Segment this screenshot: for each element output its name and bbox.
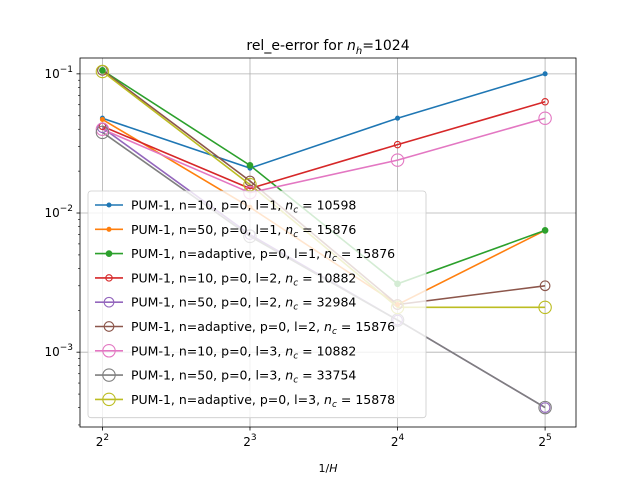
data-point: [99, 116, 105, 123]
legend-swatch-marker: [103, 321, 115, 332]
legend-entry: PUM-1, n=adaptive, p=0, l=2, nc = 15876: [131, 319, 395, 337]
data-point: [394, 115, 401, 121]
title-value: =1024: [362, 38, 409, 54]
x-tick-label: 23: [243, 433, 256, 449]
data-point: [538, 400, 552, 415]
legend-swatch-marker: [102, 344, 116, 358]
data-point: [539, 280, 551, 292]
data-point: [95, 122, 110, 136]
data-point: [390, 153, 405, 167]
series-line: [102, 117, 546, 194]
data-point: [99, 66, 106, 74]
data-point: [538, 300, 552, 315]
legend-entry: PUM-1, n=10, p=0, l=2, nc = 10882: [131, 270, 356, 288]
legend-swatch-marker: [102, 392, 116, 407]
legend-entry: PUM-1, n=50, p=0, l=1, nc = 15876: [131, 222, 356, 240]
legend-entry: PUM-1, n=adaptive, p=0, l=3, nc = 15878: [131, 392, 395, 410]
data-point: [541, 98, 549, 106]
legend-swatch-marker: [103, 296, 115, 308]
plot-frame: [79, 57, 577, 428]
y-tick-label: 10−3: [44, 343, 73, 359]
legend: PUM-1, n=10, p=0, l=1, nc = 10598 PUM-1, …: [87, 190, 427, 419]
legend-box: [87, 190, 427, 419]
legend-swatch-marker: [105, 250, 113, 257]
legend-swatch-marker: [102, 368, 116, 382]
legend-entry: PUM-1, n=50, p=0, l=3, nc = 33754: [131, 368, 356, 386]
data-point: [246, 162, 254, 169]
data-point: [539, 402, 551, 413]
axis-ticks: 22 23 24 25 10−3 10−2 10−1: [44, 65, 551, 449]
title-math-base: n: [347, 38, 356, 54]
y-tick-label: 10−1: [44, 65, 73, 81]
title-math-sub: h: [356, 46, 362, 57]
x-axis-label: 1/H: [319, 462, 338, 475]
data-point: [541, 227, 549, 234]
legend-swatch-marker: [106, 202, 112, 208]
chart-title: rel_e-error for nh=1024: [246, 38, 409, 57]
legend-swatch-marker: [105, 274, 113, 282]
legend-entry: PUM-1, n=50, p=0, l=2, nc = 32984: [131, 295, 356, 313]
data-point: [95, 64, 110, 79]
series-line: [102, 101, 546, 190]
data-point: [542, 71, 548, 77]
legend-entry: PUM-1, n=10, p=0, l=1, nc = 10598: [131, 198, 356, 216]
legend-entry: PUM-1, n=10, p=0, l=3, nc = 10882: [131, 343, 356, 361]
legend-swatch-marker: [106, 226, 112, 232]
x-tick-label: 24: [391, 433, 405, 449]
y-tick-label: 10−2: [44, 204, 73, 220]
data-point: [393, 140, 402, 149]
data-point: [95, 125, 110, 140]
x-tick-label: 22: [96, 433, 109, 449]
legend-entry: PUM-1, n=adaptive, p=0, l=1, nc = 15876: [131, 246, 395, 264]
data-point: [538, 111, 552, 125]
x-tick-label: 25: [538, 433, 551, 449]
series-line: [102, 73, 546, 170]
